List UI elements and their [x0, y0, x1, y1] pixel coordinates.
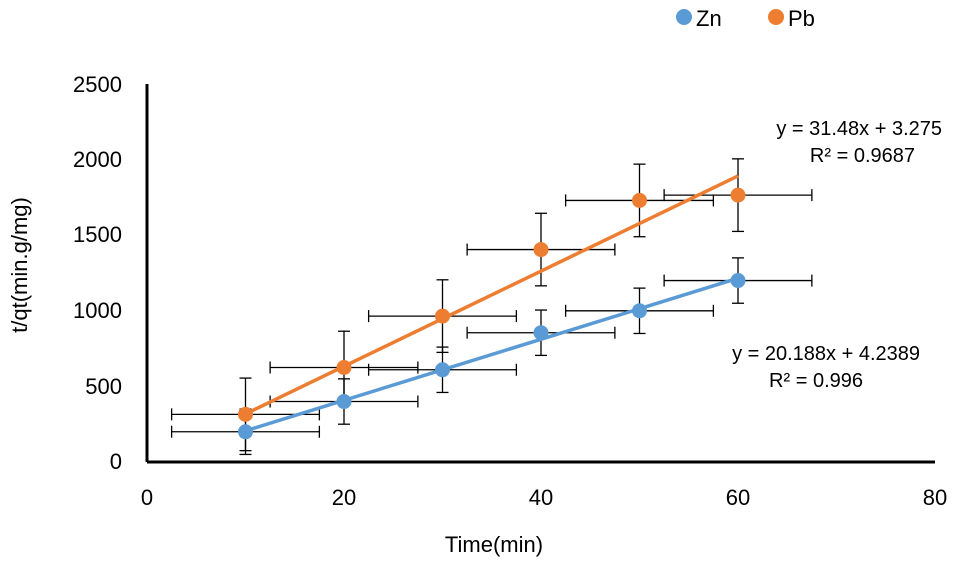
x-tick-label: 80 — [923, 485, 947, 510]
y-tick-label: 0 — [110, 449, 122, 474]
y-axis-title: t/qt(min.g/mg) — [7, 197, 32, 333]
data-point-zn — [730, 273, 746, 289]
data-point-zn — [632, 303, 647, 319]
legend-label-pb: Pb — [788, 6, 815, 31]
trendline-pb — [244, 174, 739, 416]
legend-marker-zn — [676, 9, 692, 25]
data-point-pb — [435, 308, 450, 324]
trendline-r2-pb: R² = 0.9687 — [810, 145, 915, 167]
data-points — [238, 187, 746, 440]
data-point-pb — [730, 187, 746, 203]
trendlines — [244, 174, 739, 433]
y-tick-label: 500 — [85, 374, 122, 399]
data-point-zn — [533, 325, 549, 341]
data-point-zn — [336, 394, 352, 410]
trendline-labels-pb: y = 31.48x + 3.275 R² = 0.9687 — [776, 118, 942, 167]
y-tick-label: 1500 — [73, 222, 122, 247]
trendline-equation-zn: y = 20.188x + 4.2389 — [732, 343, 920, 365]
legend: Zn Pb — [676, 6, 815, 31]
x-tick-label: 0 — [141, 485, 153, 510]
data-point-pb — [533, 242, 549, 258]
data-point-pb — [632, 192, 647, 208]
x-tick-label: 40 — [529, 485, 553, 510]
error-bars — [170, 158, 813, 456]
data-point-zn — [435, 362, 450, 378]
x-axis-title: Time(min) — [445, 532, 543, 557]
trendline-labels-zn: y = 20.188x + 4.2389 R² = 0.996 — [732, 343, 920, 392]
x-ticks: 0 20 40 60 80 — [141, 485, 947, 510]
legend-marker-pb — [768, 9, 784, 25]
trendline-r2-zn: R² = 0.996 — [769, 370, 863, 392]
legend-label-zn: Zn — [696, 6, 722, 31]
y-ticks: 0 500 1000 1500 2000 2500 — [73, 72, 122, 474]
y-tick-label: 1000 — [73, 298, 122, 323]
data-point-pb — [336, 360, 352, 375]
data-point-zn — [238, 424, 253, 440]
trendline-equation-pb: y = 31.48x + 3.275 — [776, 118, 942, 140]
x-tick-label: 60 — [726, 485, 750, 510]
trendline-zn — [244, 276, 739, 433]
x-tick-label: 20 — [332, 485, 356, 510]
data-point-pb — [238, 406, 253, 422]
y-tick-label: 2500 — [73, 72, 122, 97]
y-tick-label: 2000 — [73, 147, 122, 172]
